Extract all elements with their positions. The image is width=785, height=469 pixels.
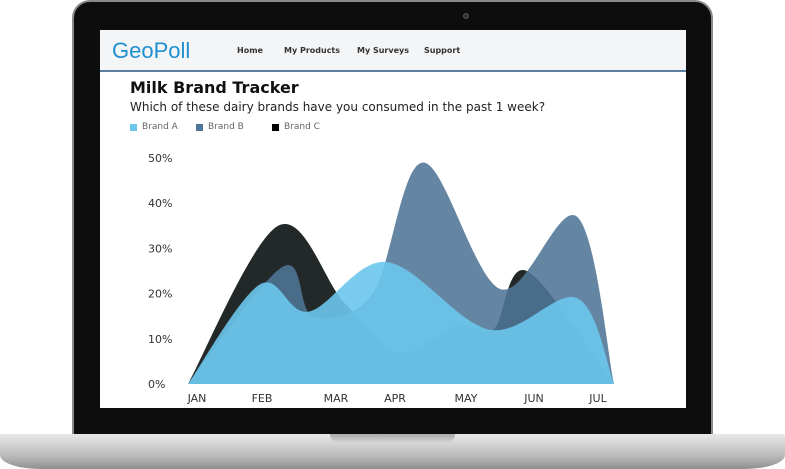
chart-subtitle: Which of these dairy brands have you con… [130, 100, 546, 114]
legend-swatch [272, 123, 279, 131]
nav-my-surveys[interactable]: My Surveys [357, 46, 409, 55]
x-tick-label: APR [384, 392, 406, 405]
y-tick-label: 0% [148, 378, 165, 391]
x-tick-label: MAY [455, 392, 478, 405]
y-tick-label: 20% [148, 288, 172, 301]
y-tick-label: 40% [148, 197, 172, 210]
area-chart: 0% 10% 20% 30% 40% 50% JAN FEB MAR APR MAY JUN JUL [148, 152, 614, 405]
legend-brand-b: Brand B [196, 122, 244, 132]
legend-brand-a: Brand A [130, 122, 178, 132]
screen: GeoPoll Home My Products My Surveys Supp… [100, 30, 686, 408]
laptop-notch [330, 434, 455, 443]
x-tick-label: JAN [187, 392, 207, 405]
legend-label: Brand C [284, 122, 320, 132]
x-tick-label: MAR [324, 392, 349, 405]
chart-title: Milk Brand Tracker [130, 78, 299, 97]
x-tick-label: FEB [252, 392, 273, 405]
nav-my-products[interactable]: My Products [284, 46, 341, 55]
area-brand-a [188, 261, 614, 384]
camera-icon [463, 13, 469, 19]
legend-label: Brand A [142, 122, 178, 132]
y-tick-label: 50% [148, 152, 172, 165]
nav-home[interactable]: Home [237, 46, 263, 55]
y-tick-label: 30% [148, 242, 172, 255]
legend-swatch [130, 123, 137, 131]
legend-swatch [196, 123, 203, 131]
x-tick-label: JUL [588, 392, 607, 405]
legend-brand-c: Brand C [272, 122, 320, 132]
navbar: GeoPoll Home My Products My Surveys Supp… [100, 30, 686, 72]
x-tick-label: JUN [523, 392, 544, 405]
geopoll-logo[interactable]: GeoPoll [112, 38, 190, 64]
logo-text: GeoPoll [112, 38, 191, 63]
legend-label: Brand B [208, 122, 244, 132]
nav-support[interactable]: Support [424, 46, 461, 55]
y-tick-label: 10% [148, 333, 172, 346]
